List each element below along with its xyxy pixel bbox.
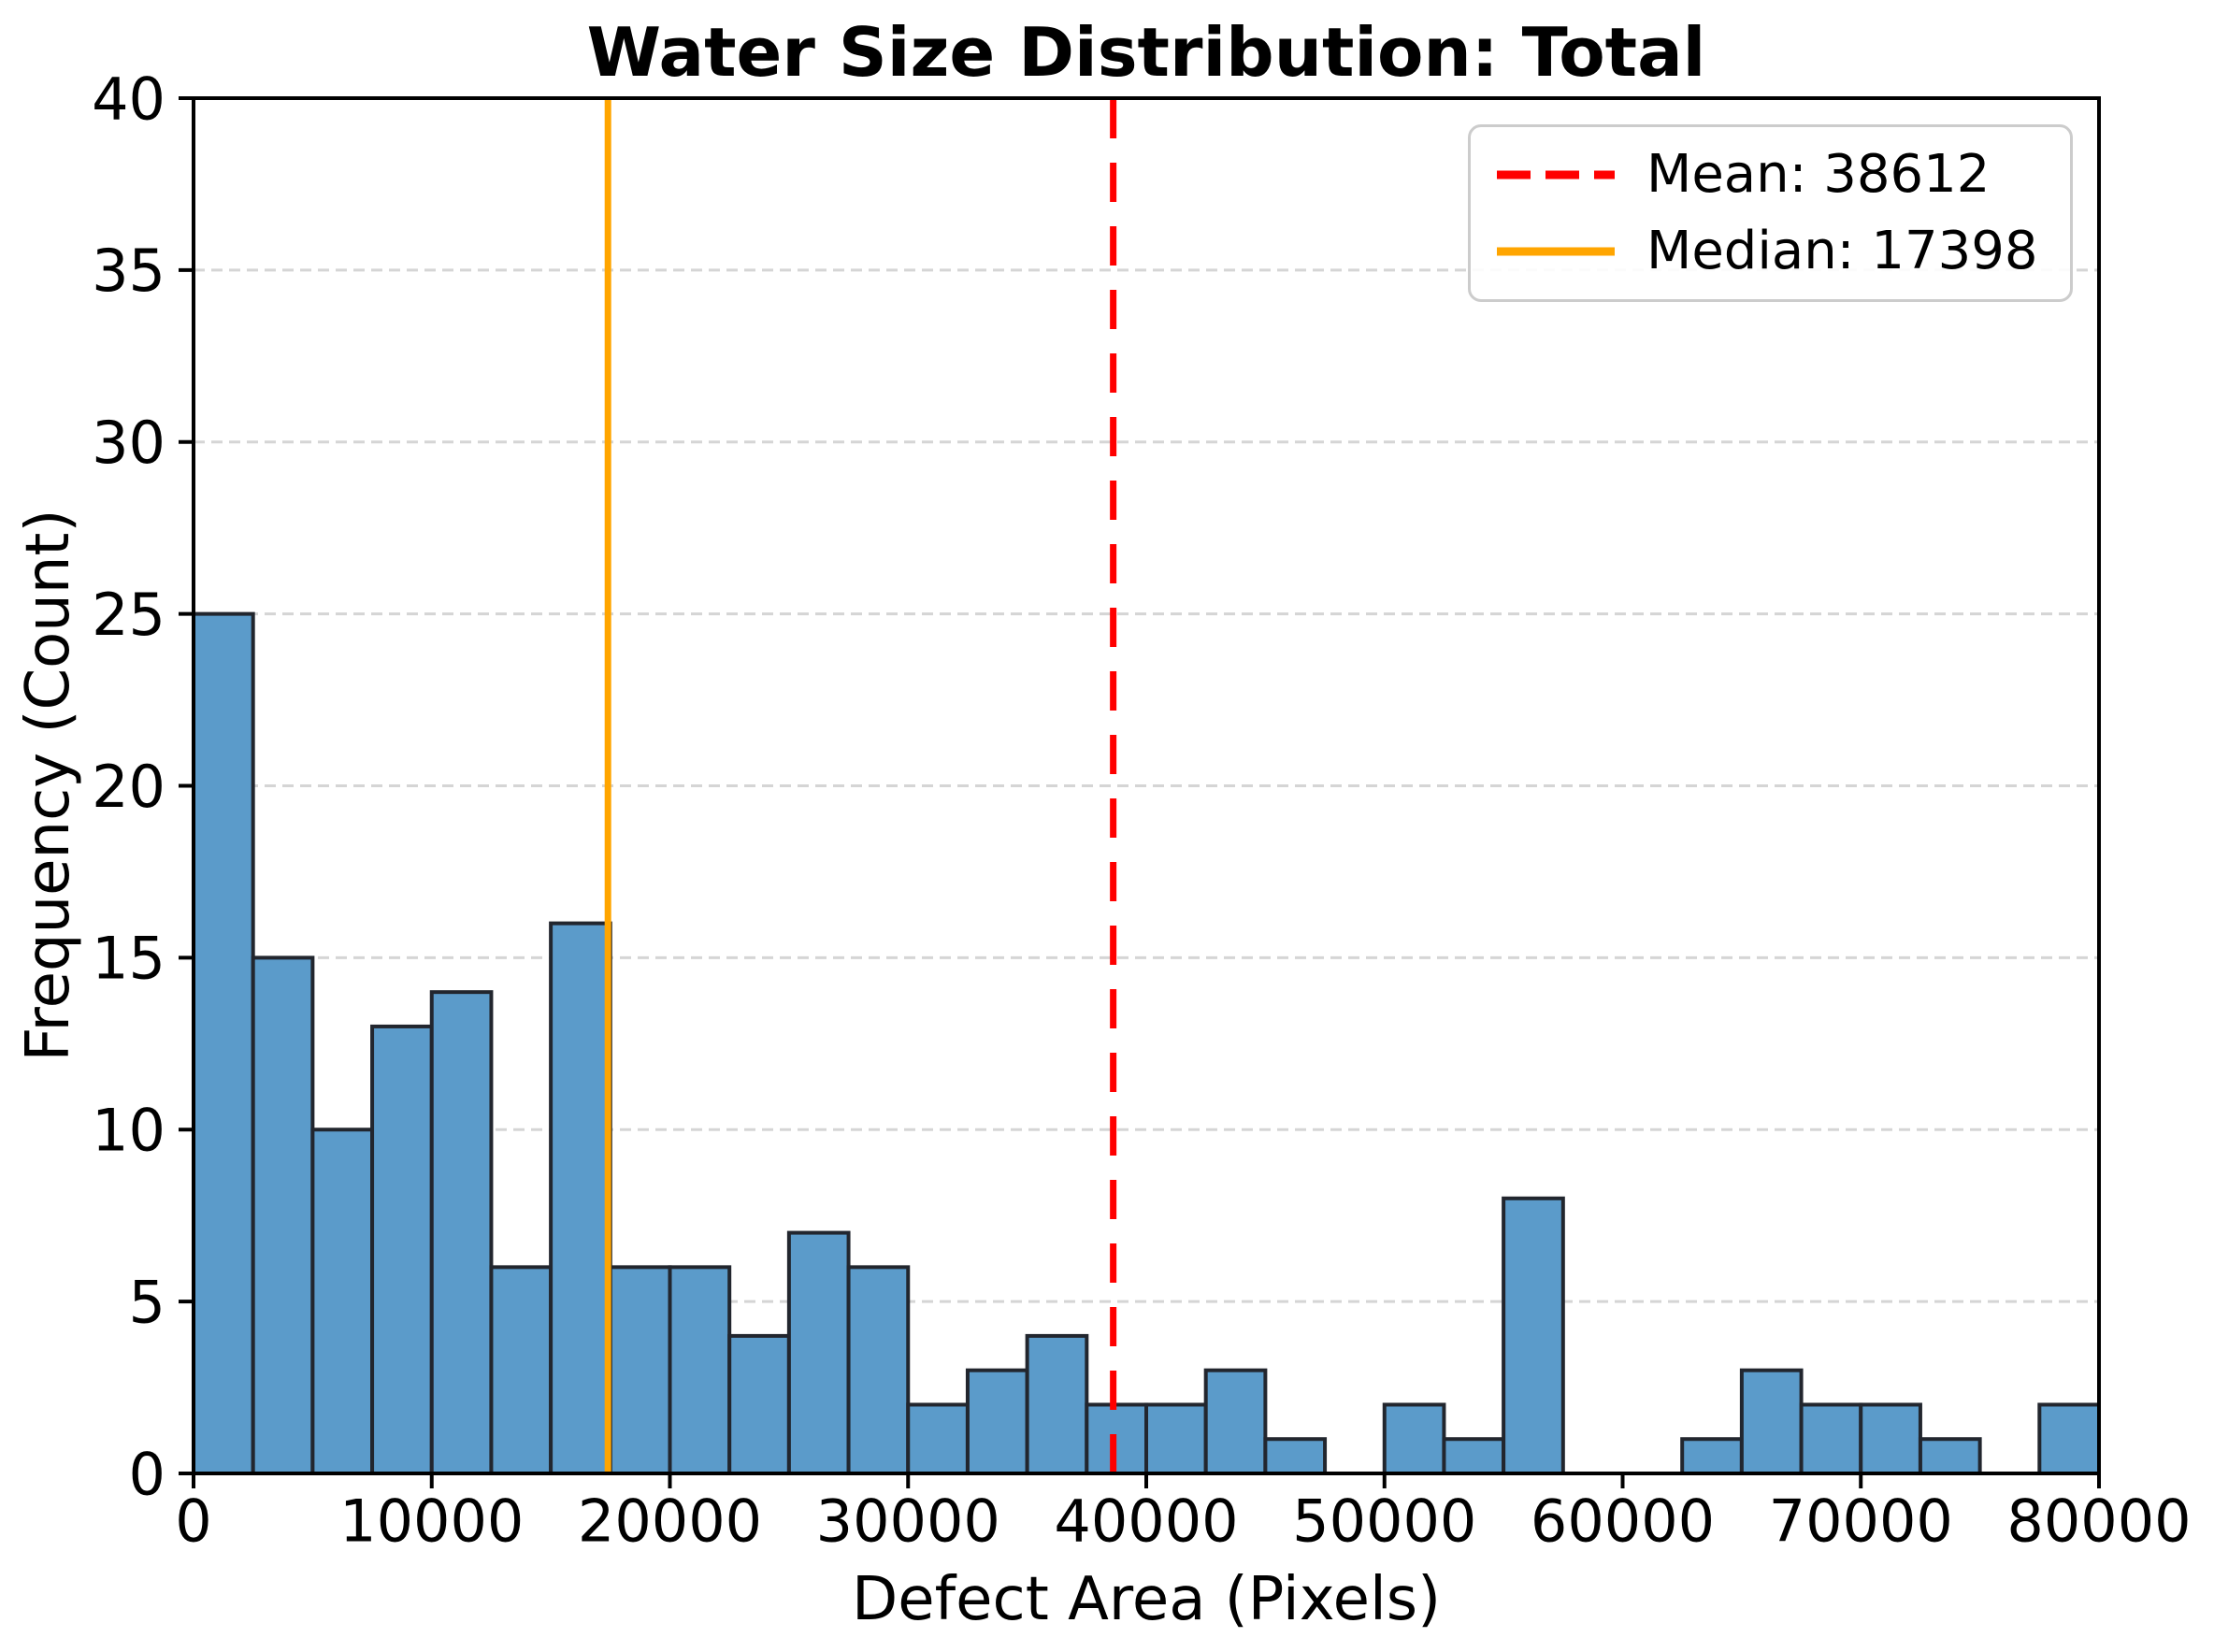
y-tick-label: 20	[92, 753, 165, 821]
y-tick-label: 15	[92, 925, 165, 993]
y-tick-label: 35	[92, 237, 165, 305]
histogram-bar	[251, 955, 315, 1475]
histogram-bar	[549, 921, 612, 1475]
x-tick-label: 70000	[1769, 1487, 1953, 1555]
histogram-bar	[1680, 1437, 1744, 1475]
x-tick-label: 0	[175, 1487, 211, 1555]
histogram-bar	[1382, 1402, 1446, 1475]
mean-line-swatch	[1497, 170, 1615, 180]
y-tick-label: 0	[129, 1440, 165, 1508]
x-tick-label: 20000	[578, 1487, 762, 1555]
histogram-bar	[1085, 1402, 1148, 1475]
histogram-bar	[192, 611, 255, 1475]
histogram-bar	[1025, 1333, 1089, 1476]
histogram-bar	[2037, 1402, 2101, 1475]
histogram-bar	[786, 1230, 851, 1475]
histogram-bar	[310, 1128, 375, 1475]
histogram-bar	[1799, 1402, 1863, 1475]
x-tick-label: 80000	[2006, 1487, 2191, 1555]
histogram-bar	[846, 1265, 911, 1475]
histogram-bar	[1203, 1368, 1268, 1476]
histogram-bar	[1918, 1437, 1982, 1475]
histogram-bar	[1263, 1437, 1328, 1475]
x-tick-label: 10000	[339, 1487, 524, 1555]
x-tick-label: 30000	[816, 1487, 1000, 1555]
histogram-bar	[608, 1265, 672, 1475]
y-tick-label: 5	[129, 1268, 165, 1336]
legend-label-median: Median: 17398	[1646, 221, 2038, 281]
legend-entry-median: Median: 17398	[1495, 223, 2046, 280]
histogram-bar	[1502, 1196, 1565, 1476]
histogram-bar	[906, 1402, 970, 1475]
y-tick-label: 25	[92, 581, 165, 649]
x-tick-label: 60000	[1531, 1487, 1715, 1555]
legend: Mean: 38612 Median: 17398	[1468, 124, 2073, 302]
histogram-bar	[668, 1265, 732, 1475]
histogram-bar	[370, 1024, 434, 1476]
chart-title: Water Size Distribution: Total	[586, 13, 1706, 92]
histogram-bar	[429, 990, 494, 1475]
histogram-bar	[965, 1368, 1029, 1476]
histogram-bar	[1739, 1368, 1804, 1476]
y-tick-label: 40	[92, 65, 165, 133]
y-tick-label: 10	[92, 1097, 165, 1165]
x-tick-label: 40000	[1054, 1487, 1238, 1555]
x-tick-label: 50000	[1292, 1487, 1476, 1555]
x-axis-label: Defect Area (Pixels)	[851, 1565, 1442, 1634]
histogram-bar	[727, 1333, 791, 1476]
histogram-bar	[1859, 1402, 1922, 1475]
histogram-bar	[1144, 1402, 1208, 1475]
median-line-swatch	[1497, 247, 1615, 256]
histogram-bar	[489, 1265, 554, 1475]
y-tick-label: 30	[92, 409, 165, 477]
histogram-bar	[1442, 1437, 1506, 1475]
legend-entry-mean: Mean: 38612	[1495, 146, 2046, 204]
legend-label-mean: Mean: 38612	[1646, 144, 1991, 206]
